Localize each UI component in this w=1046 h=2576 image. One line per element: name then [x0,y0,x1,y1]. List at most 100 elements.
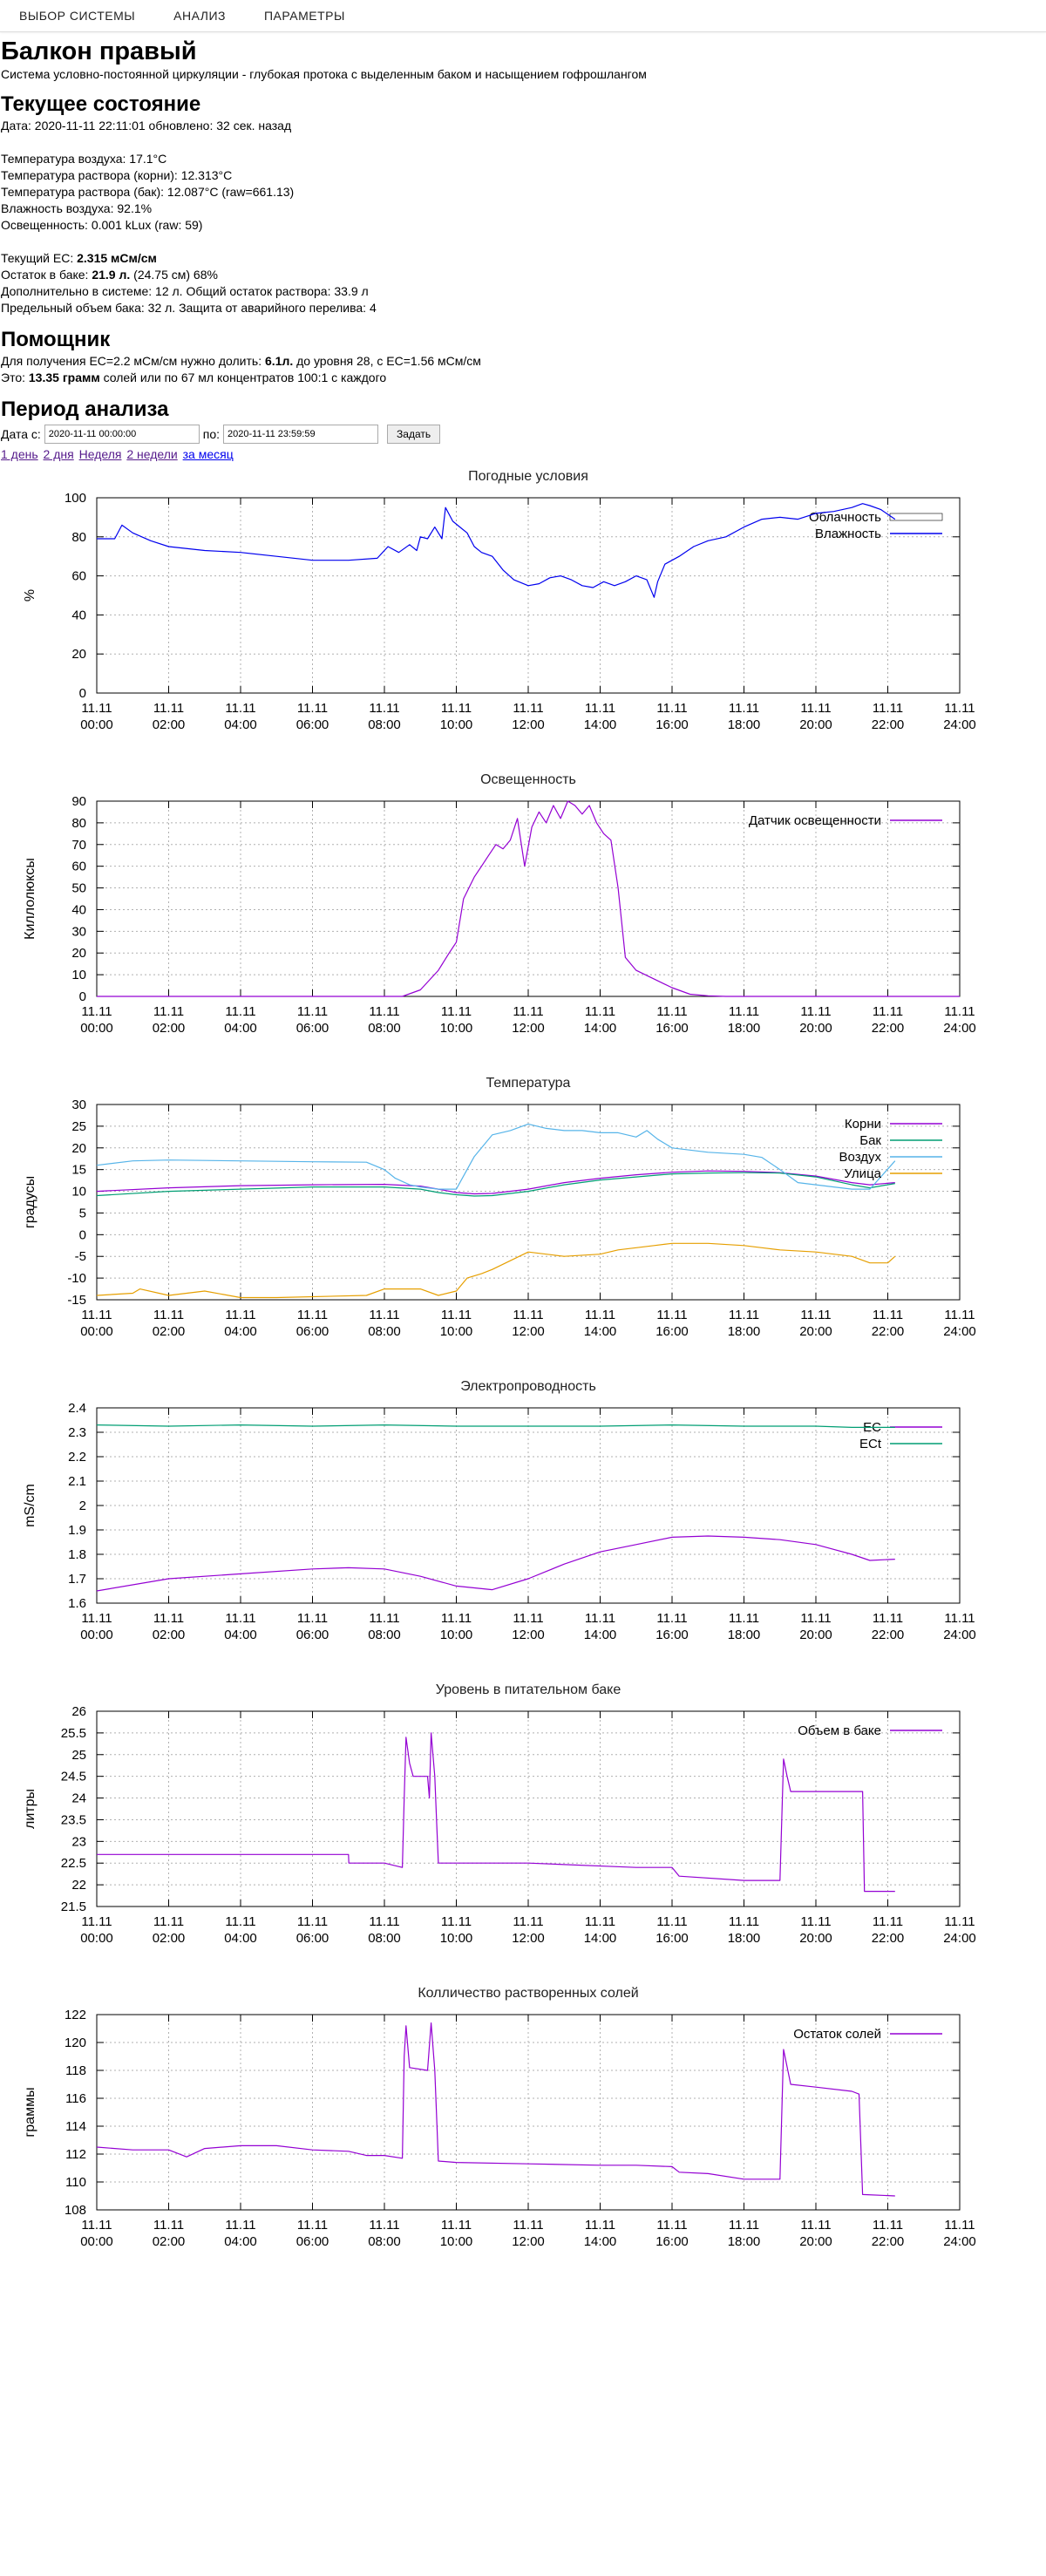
date-from-label: Дата с: [1,427,41,441]
chart-5: Уровень в питательном баке 21.5 22 22.5 23 23… [23,1682,976,1946]
x-tick-label: 11.11 00:00 [80,1611,113,1642]
tank-rest-details: (24.75 см) 68% [130,268,218,282]
date-from-input[interactable] [44,425,200,444]
nav-analysis[interactable]: АНАЛИЗ [173,9,226,23]
x-tick-label: 11.11 00:00 [80,2218,113,2249]
link-2-weeks[interactable]: 2 недели [126,447,178,461]
x-tick-label: 11.11 22:00 [872,1004,905,1036]
chart-6: Колличество растворенных солей 108 110 112 1… [23,1986,976,2249]
helper-line-1-prefix: Для получения EC=2.2 мСм/см нужно долить… [1,354,265,368]
nav-parameters[interactable]: ПАРАМЕТРЫ [263,9,345,23]
chart-title: Погодные условия [468,469,588,484]
current-ec-label: Текущий EC: [1,251,78,265]
x-tick-label: 11.11 00:00 [80,701,113,732]
x-tick-label: 11.11 20:00 [799,2218,832,2249]
chart-title: Уровень в питательном баке [436,1682,621,1697]
y-tick-label: 25 [71,1748,86,1763]
y-axis-label: граммы [23,2087,37,2137]
y-tick-label: 100 [65,491,86,506]
x-tick-label: 11.11 12:00 [512,1308,545,1339]
x-tick-label: 11.11 24:00 [943,1611,976,1642]
charts-container: Погодные условия 0 20 40 60 80 100 11.11 00:00 11… [1,461,1046,2281]
legend-label-облачность: Облачность [809,510,881,525]
link-week[interactable]: Неделя [78,447,122,461]
chart-4: Электропроводность 1.6 1.7 1.8 1.9 2 2.1 2.2 2.3… [23,1379,976,1642]
y-tick-label: 50 [71,881,86,896]
legend-label-улица: Улица [844,1166,881,1181]
x-tick-label: 11.11 02:00 [153,1004,186,1036]
state-heading: Текущее состояние [1,92,201,116]
y-tick-label: -5 [75,1249,86,1264]
tank-limit: Предельный объем бака: 32 л. Защита от а… [1,301,377,315]
x-tick-label: 11.11 10:00 [440,1611,473,1642]
x-tick-label: 11.11 06:00 [296,1308,329,1339]
x-tick-label: 11.11 18:00 [728,701,761,732]
x-tick-label: 11.11 14:00 [584,1004,617,1036]
helper-line-2-prefix: Это: [1,370,29,384]
link-month[interactable]: за месяц [182,447,234,461]
chart-title: Температура [486,1076,571,1091]
x-tick-label: 11.11 04:00 [224,1914,257,1946]
period-heading: Период анализа [1,398,169,421]
y-tick-label: 20 [71,946,86,961]
helper-line-1-bold: 6.1л. [264,354,294,368]
series-line-влажность [97,503,896,598]
link-1-day[interactable]: 1 день [1,447,38,461]
y-tick-label: 10 [71,1185,86,1200]
x-tick-label: 11.11 14:00 [584,1914,617,1946]
y-tick-label: 0 [79,1227,86,1242]
illumination: Освещенность: 0.001 kLux (raw: 59) [1,218,203,232]
x-tick-label: 11.11 22:00 [872,1308,905,1339]
y-tick-label: 1.7 [68,1572,86,1587]
y-tick-label: 118 [65,2063,86,2078]
date-to-input[interactable] [223,425,379,444]
x-tick-label: 11.11 12:00 [512,1611,545,1642]
chart-1: Погодные условия 0 20 40 60 80 100 11.11 00:00 11… [23,469,976,732]
x-tick-label: 11.11 10:00 [440,701,473,732]
series-line-объем-в-баке [97,1732,895,1893]
y-axis-label: % [23,589,37,602]
legend-label-датчик-освещенности: Датчик освещенности [749,813,881,828]
x-tick-label: 11.11 08:00 [368,1611,401,1642]
x-tick-label: 11.11 06:00 [296,701,329,732]
x-tick-label: 11.11 04:00 [224,2218,257,2249]
period-links: 1 день 2 дня Неделя 2 недели за месяц [1,447,1046,461]
series-line-корни [96,1170,895,1195]
x-tick-label: 11.11 12:00 [512,2218,545,2249]
y-tick-label: 1.8 [68,1547,86,1562]
y-tick-label: 40 [71,902,86,917]
series-line-бак [96,1172,895,1197]
submit-period-button[interactable]: Задать [387,425,441,444]
y-tick-label: 40 [71,608,86,622]
nav-system-select[interactable]: ВЫБОР СИСТЕМЫ [19,9,136,23]
x-tick-label: 11.11 24:00 [943,2218,976,2249]
chart-title: Электропроводность [460,1379,596,1394]
y-tick-label: 1.9 [68,1523,86,1538]
y-tick-label: 22 [71,1878,86,1893]
series-line-ect [96,1424,895,1429]
y-tick-label: -15 [67,1293,86,1308]
x-tick-label: 11.11 24:00 [943,701,976,732]
y-axis-label: градусы [23,1176,37,1228]
y-tick-label: 2.1 [68,1474,86,1489]
x-tick-label: 11.11 16:00 [655,2218,689,2249]
y-tick-label: 116 [65,2091,86,2106]
x-tick-label: 11.11 02:00 [153,1308,186,1339]
y-tick-label: 122 [65,2008,86,2022]
current-ec: Текущий EC: 2.315 мСм/см [1,250,1046,267]
x-tick-label: 11.11 08:00 [368,1004,401,1036]
tank-rest: Остаток в баке: 21.9 л. (24.75 см) 68% [1,267,1046,283]
y-axis-label: Киллолюксы [23,858,37,940]
x-tick-label: 11.11 24:00 [943,1914,976,1946]
x-tick-label: 11.11 06:00 [296,1914,329,1946]
air-temp: Температура воздуха: 17.1°C [1,152,167,166]
x-tick-label: 11.11 08:00 [368,1914,401,1946]
y-tick-label: 24 [71,1791,86,1806]
y-tick-label: 20 [71,1141,86,1156]
chart-3: Температура -15 -10 -5 0 5 10 15 20 25 30 11.11 00:0… [23,1076,976,1339]
y-tick-label: 60 [71,569,86,584]
y-tick-label: 26 [71,1704,86,1719]
chart-title: Колличество растворенных солей [418,1986,638,2001]
x-tick-label: 11.11 22:00 [872,701,905,732]
link-2-days[interactable]: 2 дня [43,447,74,461]
